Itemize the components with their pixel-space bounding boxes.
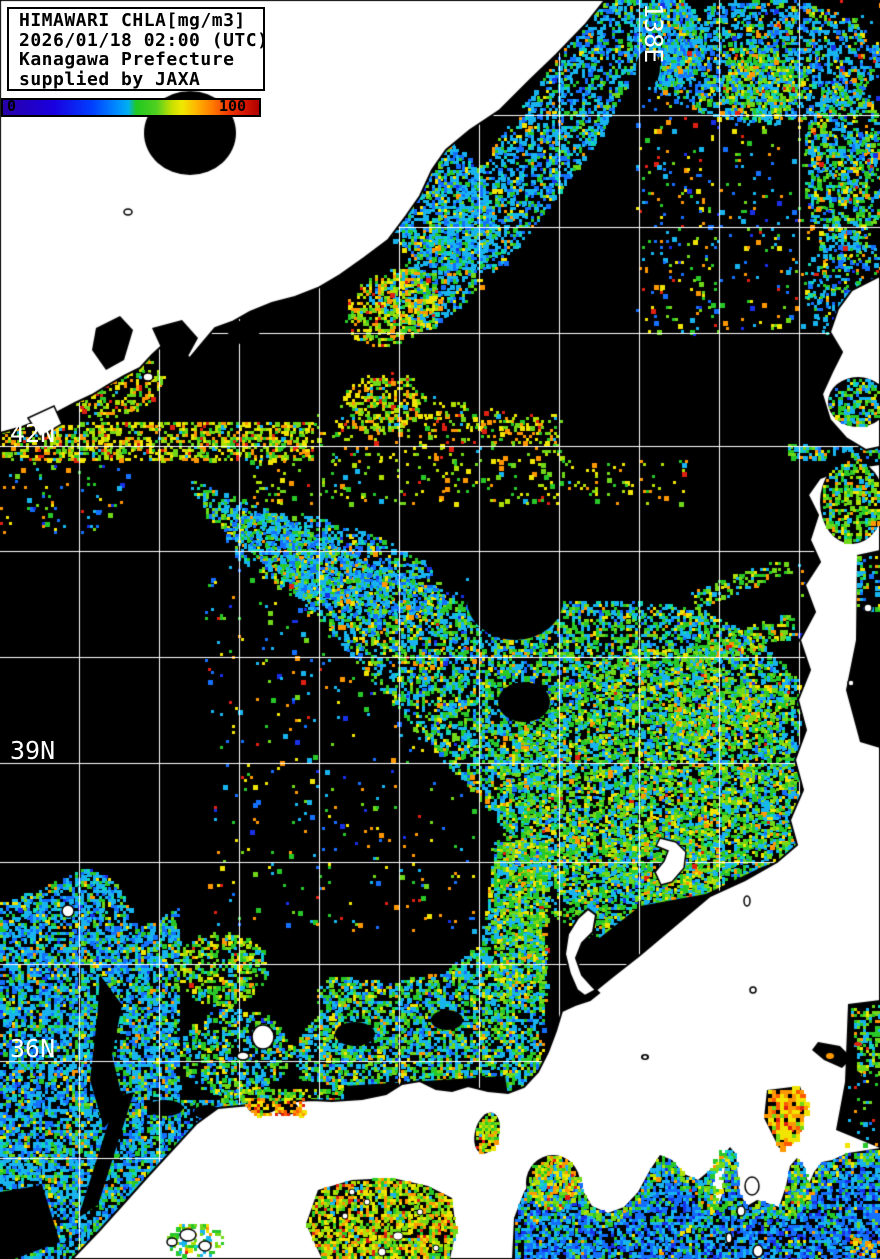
latitude-label-36n: 36N <box>10 1034 56 1063</box>
title-box: HIMAWARI CHLA[mg/m3] 2026/01/18 02:00 (U… <box>7 7 269 91</box>
colorbar-min-label: 0 <box>7 97 17 115</box>
title-credit: supplied by JAXA <box>19 68 201 90</box>
latitude-label-39n: 39N <box>10 736 56 765</box>
latitude-label-42n: 42N <box>10 419 56 448</box>
colorbar-gradient <box>1 98 261 117</box>
title-region: Kanagawa Prefecture <box>19 49 235 70</box>
longitude-label: 138E <box>639 3 668 64</box>
colorbar-max-label: 100 <box>219 97 247 115</box>
title-product: HIMAWARI CHLA[mg/m3] <box>19 10 246 31</box>
title-datetime: 2026/01/18 02:00 (UTC) <box>19 29 269 51</box>
